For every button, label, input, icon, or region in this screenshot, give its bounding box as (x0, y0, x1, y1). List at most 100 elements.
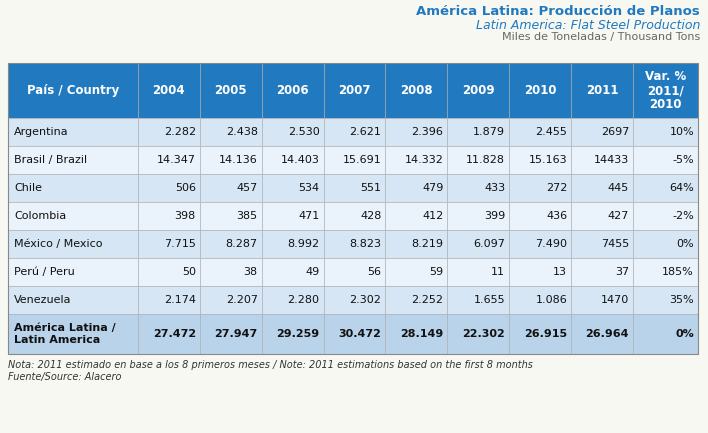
Bar (262, 202, 324, 230)
Bar (571, 230, 633, 258)
Bar (8, 174, 138, 202)
Text: 37: 37 (615, 267, 629, 277)
Text: 15.691: 15.691 (343, 155, 382, 165)
Text: 14.347: 14.347 (157, 155, 196, 165)
Bar (571, 258, 633, 286)
Text: 433: 433 (484, 183, 506, 193)
Bar (571, 118, 633, 146)
Text: 2005: 2005 (215, 84, 247, 97)
Bar (200, 230, 262, 258)
Bar (324, 202, 385, 230)
Text: 27.472: 27.472 (153, 329, 196, 339)
Bar (200, 286, 262, 314)
Bar (509, 314, 571, 354)
Bar (509, 118, 571, 146)
Bar (324, 146, 385, 174)
Bar (509, 146, 571, 174)
Text: 2011: 2011 (586, 84, 618, 97)
Text: 0%: 0% (675, 329, 694, 339)
Bar (324, 258, 385, 286)
Bar (509, 202, 571, 230)
Text: 2.455: 2.455 (535, 127, 567, 137)
Text: Colombia: Colombia (14, 211, 67, 221)
Bar (324, 174, 385, 202)
Text: 2.530: 2.530 (288, 127, 319, 137)
Bar (324, 118, 385, 146)
Text: 506: 506 (175, 183, 196, 193)
Text: 2009: 2009 (462, 84, 495, 97)
Bar (262, 118, 324, 146)
Bar (138, 314, 200, 354)
Text: 49: 49 (305, 267, 319, 277)
Bar (8, 202, 138, 230)
Bar (262, 63, 324, 118)
Text: Nota: 2011 estimado en base a los 8 primeros meses / Note: 2011 estimations base: Nota: 2011 estimado en base a los 8 prim… (8, 360, 533, 370)
Bar (571, 174, 633, 202)
Text: 551: 551 (360, 183, 382, 193)
Text: 14433: 14433 (594, 155, 629, 165)
Bar (447, 174, 509, 202)
Text: 398: 398 (175, 211, 196, 221)
Bar (385, 202, 447, 230)
Bar (571, 286, 633, 314)
Bar (571, 63, 633, 118)
Text: Chile: Chile (14, 183, 42, 193)
Text: 11: 11 (491, 267, 506, 277)
Text: 7.490: 7.490 (535, 239, 567, 249)
Bar (633, 202, 698, 230)
Bar (447, 63, 509, 118)
Bar (509, 174, 571, 202)
Text: 10%: 10% (669, 127, 694, 137)
Bar (447, 230, 509, 258)
Text: 2.302: 2.302 (350, 295, 382, 305)
Bar (633, 286, 698, 314)
Bar (200, 63, 262, 118)
Text: Venezuela: Venezuela (14, 295, 72, 305)
Text: 2008: 2008 (400, 84, 433, 97)
Text: 29.259: 29.259 (277, 329, 319, 339)
Bar (138, 230, 200, 258)
Bar (8, 314, 138, 354)
Bar (633, 174, 698, 202)
Text: 50: 50 (182, 267, 196, 277)
Text: 1.086: 1.086 (535, 295, 567, 305)
Text: 399: 399 (484, 211, 506, 221)
Bar (262, 174, 324, 202)
Bar (447, 118, 509, 146)
Text: Argentina: Argentina (14, 127, 69, 137)
Text: 15.163: 15.163 (528, 155, 567, 165)
Text: 2.282: 2.282 (164, 127, 196, 137)
Text: 412: 412 (422, 211, 443, 221)
Bar (324, 286, 385, 314)
Text: 2697: 2697 (600, 127, 629, 137)
Bar (262, 230, 324, 258)
Bar (509, 63, 571, 118)
Text: 56: 56 (367, 267, 382, 277)
Text: 8.992: 8.992 (287, 239, 319, 249)
Text: 2.396: 2.396 (411, 127, 443, 137)
Bar (571, 146, 633, 174)
Bar (138, 258, 200, 286)
Text: Latin America: Flat Steel Production: Latin America: Flat Steel Production (476, 19, 700, 32)
Text: 457: 457 (236, 183, 258, 193)
Bar (509, 258, 571, 286)
Text: 26.915: 26.915 (524, 329, 567, 339)
Text: -2%: -2% (673, 211, 694, 221)
Text: 2004: 2004 (153, 84, 185, 97)
Bar (8, 63, 698, 354)
Bar (262, 146, 324, 174)
Text: 2.438: 2.438 (226, 127, 258, 137)
Text: 272: 272 (546, 183, 567, 193)
Text: 13: 13 (553, 267, 567, 277)
Bar (447, 314, 509, 354)
Text: América Latina: Producción de Planos: América Latina: Producción de Planos (416, 5, 700, 18)
Bar (324, 230, 385, 258)
Text: 59: 59 (429, 267, 443, 277)
Bar (8, 146, 138, 174)
Text: 2.252: 2.252 (411, 295, 443, 305)
Bar (138, 118, 200, 146)
Bar (262, 258, 324, 286)
Text: 14.332: 14.332 (404, 155, 443, 165)
Text: 2.280: 2.280 (287, 295, 319, 305)
Text: 26.964: 26.964 (586, 329, 629, 339)
